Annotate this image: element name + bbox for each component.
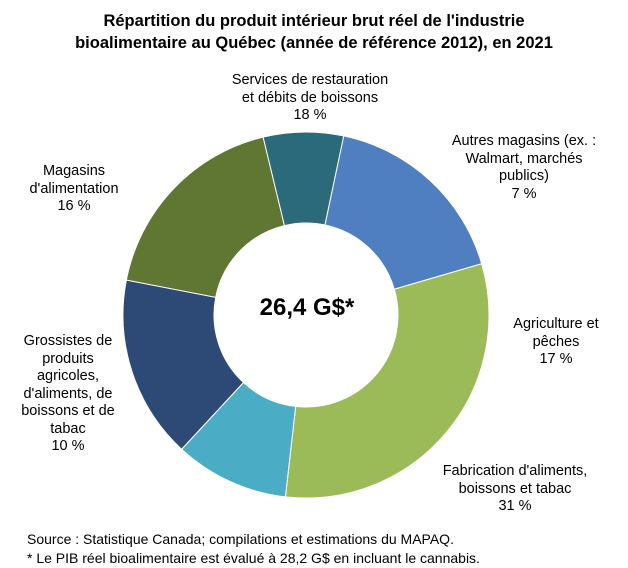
slice-name-line: Magasins: [42, 163, 106, 179]
slice-name-line: d'aliments, de: [23, 385, 113, 402]
footnote: * Le PIB réel bioalimentaire est évalué …: [27, 550, 480, 566]
slice-name-line: produits: [42, 350, 94, 367]
slice-label-autres-magasins: Autres magasins (ex. : Walmart, marchés …: [426, 133, 622, 203]
slice-value-label: 10 %: [51, 438, 85, 454]
slice-name-line: Services de restauration: [231, 72, 389, 88]
slice-name-line: et débits de boissons: [241, 89, 379, 106]
slice-name-line: Grossistes de: [23, 333, 113, 349]
slice-name-line: agricoles,: [36, 368, 100, 384]
slice-name-line: publics): [499, 168, 549, 184]
slice-value-label: 31 %: [498, 498, 532, 514]
donut-slice-magasins: [122, 279, 245, 450]
slice-name-line: Autres magasins (ex. :: [451, 133, 597, 149]
slice-name-line: d'alimentation: [29, 180, 119, 197]
slice-name-line: Fabrication d'aliments,: [442, 463, 588, 479]
source-note: Source : Statistique Canada; compilation…: [27, 531, 454, 547]
slice-name-line: pêches: [532, 333, 580, 350]
slice-name-line: Walmart, marchés: [465, 150, 583, 167]
slice-value-label: 18 %: [293, 107, 327, 123]
chart-title-line-2: bioalimentaire au Québec (année de référ…: [75, 34, 553, 52]
slice-label-fabrication-aliments: Fabrication d'aliments, boissons et taba…: [414, 463, 616, 516]
donut-slice-agriculture-et: [324, 135, 483, 290]
slice-name-line: Agriculture et: [513, 316, 599, 332]
slice-label-services-restauration: Services de restauration et débits de bo…: [200, 72, 420, 125]
slice-value-label: 16 %: [57, 198, 91, 214]
slice-name-line: boissons et de: [21, 403, 115, 419]
slice-label-magasins-alimentation: Magasins d'alimentation 16 %: [4, 163, 144, 216]
slice-name-line: tabac: [50, 420, 86, 437]
slice-value-label: 7 %: [511, 185, 537, 202]
slice-label-grossistes: Grossistes de produits agricoles, d'alim…: [2, 333, 134, 456]
donut-slice-services-de-restauration: [125, 136, 286, 299]
donut-slice-fabrication-d-aliments: [284, 263, 490, 499]
chart-title-line-1: Répartition du produit intérieur brut ré…: [103, 12, 525, 30]
chart-title: Répartition du produit intérieur brut ré…: [14, 10, 614, 54]
slice-value-label: 17 %: [539, 351, 573, 367]
donut-center-total: 26,4 G$*: [259, 294, 355, 321]
slice-name-line: boissons et tabac: [458, 480, 572, 497]
chart-notes: Source : Statistique Canada; compilation…: [27, 530, 480, 568]
slice-label-agriculture-peches: Agriculture et pêches 17 %: [488, 316, 624, 369]
